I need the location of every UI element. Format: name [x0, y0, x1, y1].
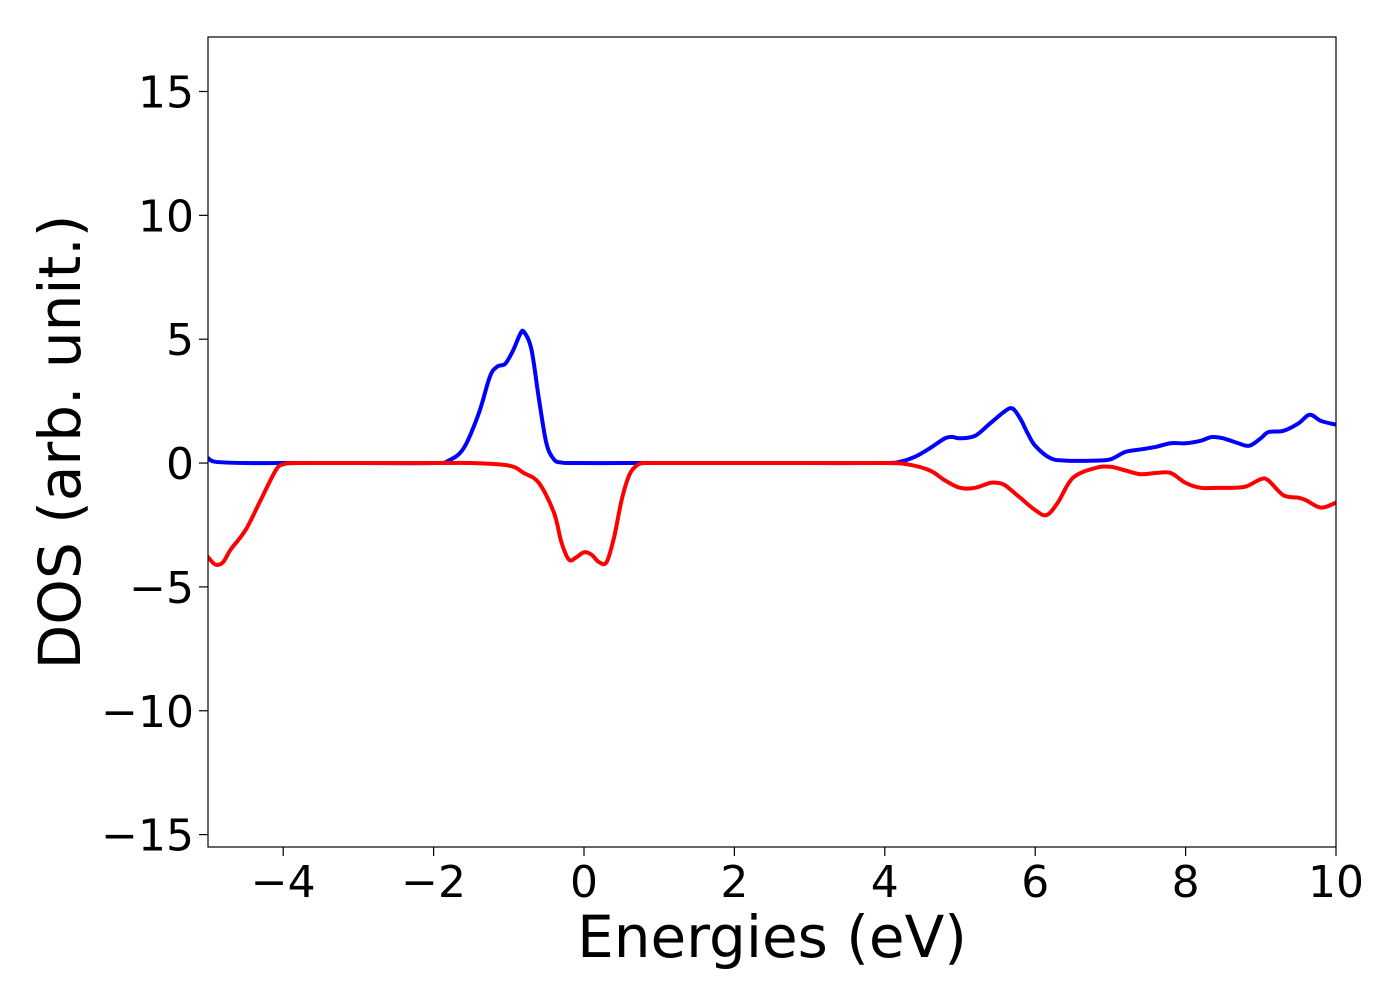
- x-axis-label: Energies (eV): [577, 903, 967, 971]
- y-axis-label: DOS (arb. unit.): [26, 215, 94, 670]
- x-tick-label: 6: [1021, 857, 1049, 908]
- x-tick-label: 10: [1308, 857, 1364, 908]
- y-tick-label: 0: [166, 439, 194, 490]
- y-tick-label: 10: [138, 191, 194, 242]
- x-tick-label: −4: [251, 857, 316, 908]
- x-tick-label: 4: [871, 857, 899, 908]
- dos-series-line-blue: [208, 328, 1336, 466]
- plot-background: [208, 37, 1336, 847]
- y-axis: −15 −10 −5 0 5 10 15: [101, 67, 208, 862]
- x-axis: −4 −2 0 2 4 6 8 10: [251, 847, 1364, 908]
- x-tick-label: 2: [720, 857, 748, 908]
- y-tick-label: −15: [101, 811, 194, 862]
- plot-frame: [207, 36, 1337, 848]
- y-tick-label: 5: [166, 315, 194, 366]
- dos-series-line-red: [208, 460, 1336, 567]
- y-tick-label: 15: [138, 67, 194, 118]
- y-tick-label: −5: [129, 563, 194, 614]
- plot-area: [208, 328, 1336, 567]
- x-tick-label: 8: [1172, 857, 1200, 908]
- x-tick-label: −2: [401, 857, 466, 908]
- x-tick-label: 0: [570, 857, 598, 908]
- y-tick-label: −10: [101, 687, 194, 738]
